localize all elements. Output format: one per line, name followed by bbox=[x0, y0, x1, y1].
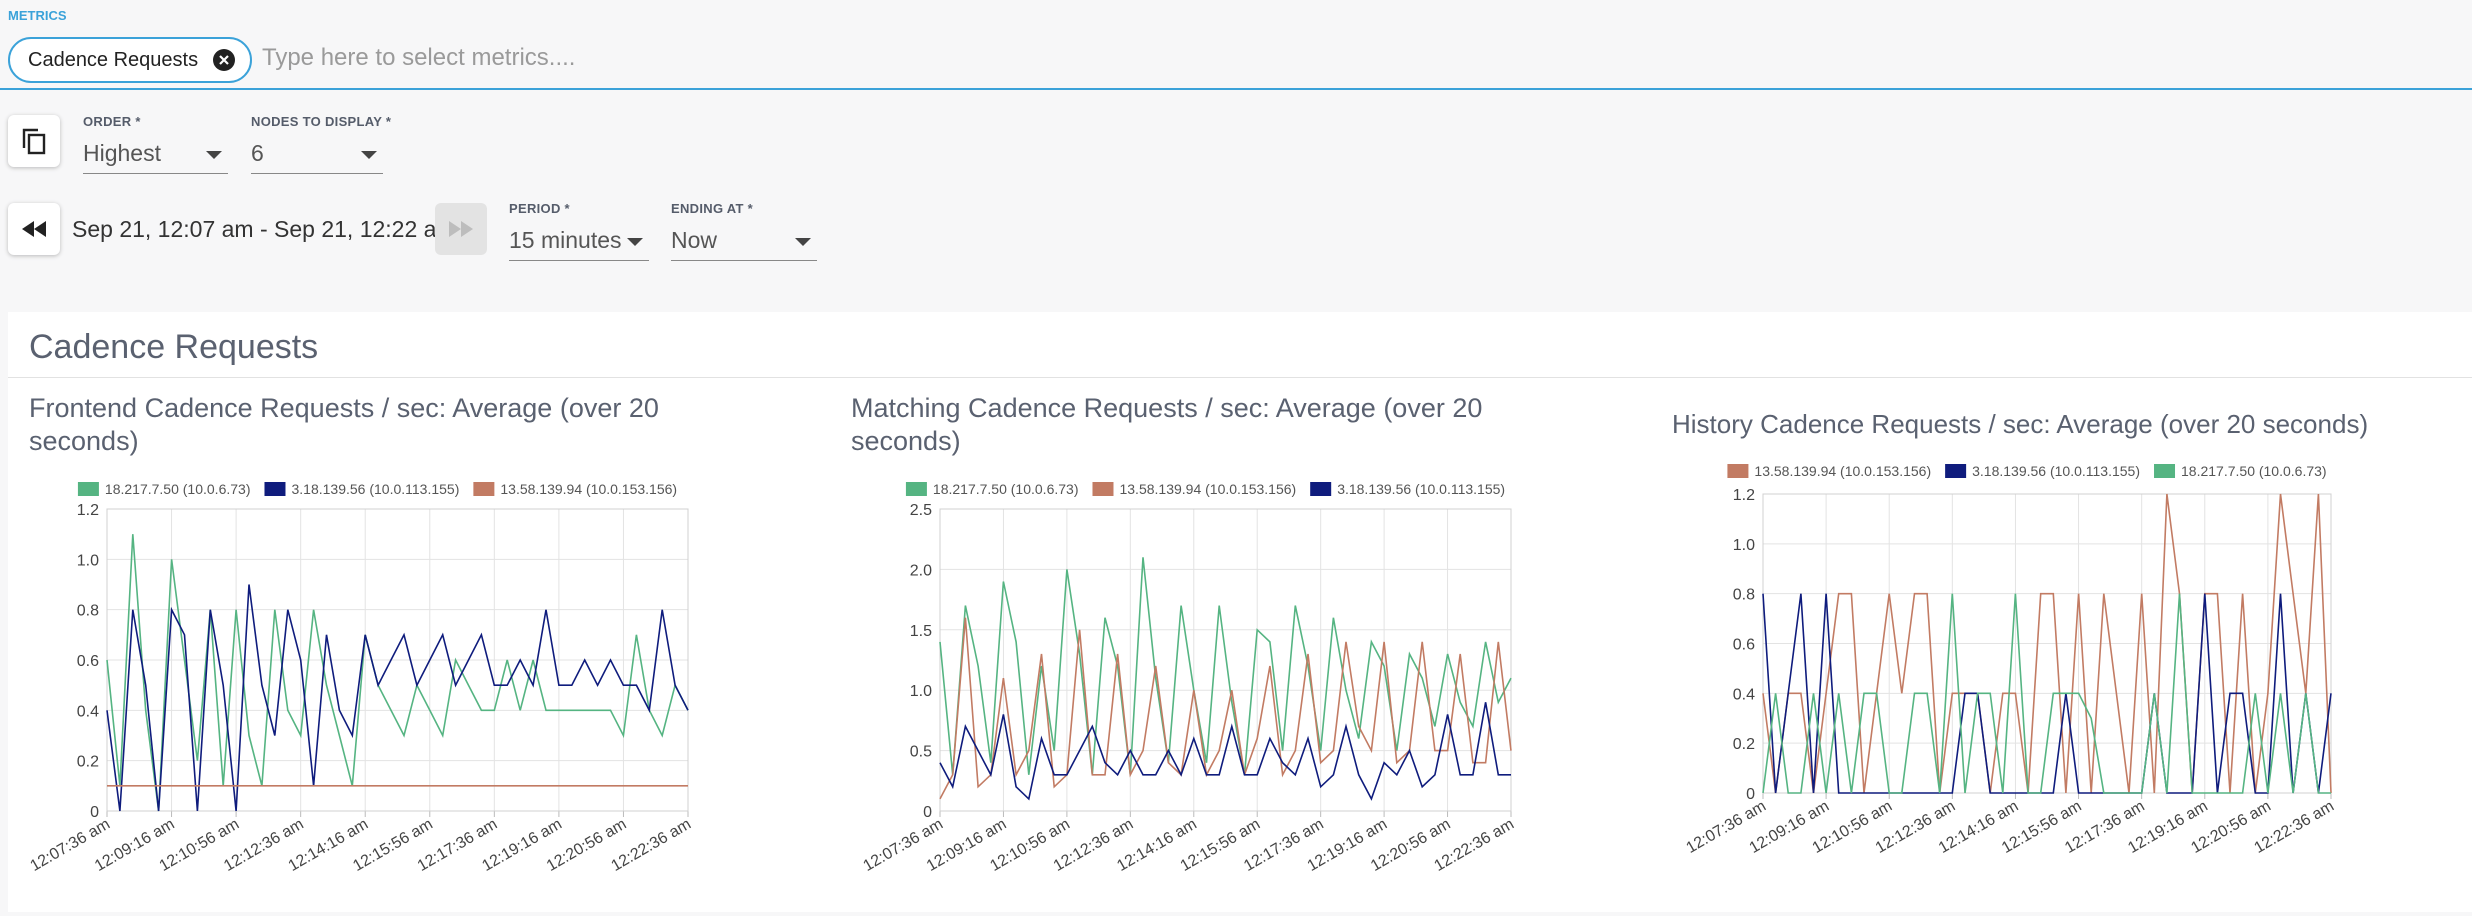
legend-label: 18.217.7.50 (10.0.6.73) bbox=[2181, 463, 2327, 479]
y-tick-label: 0 bbox=[1746, 786, 1755, 803]
legend-label: 18.217.7.50 (10.0.6.73) bbox=[105, 481, 251, 497]
legend-swatch bbox=[1310, 482, 1331, 496]
y-tick-label: 0 bbox=[923, 804, 932, 821]
y-tick-label: 0.5 bbox=[910, 744, 932, 761]
legend-swatch bbox=[264, 482, 285, 496]
legend-label: 13.58.139.94 (10.0.153.156) bbox=[500, 481, 677, 497]
legend-label: 18.217.7.50 (10.0.6.73) bbox=[933, 481, 1079, 497]
y-tick-label: 0.2 bbox=[1733, 736, 1755, 753]
legend-label: 3.18.139.56 (10.0.113.155) bbox=[291, 481, 459, 497]
series-line bbox=[940, 618, 1511, 799]
legend-swatch bbox=[1945, 464, 1966, 478]
y-tick-label: 1.2 bbox=[77, 502, 99, 519]
legend-swatch bbox=[2154, 464, 2175, 478]
legend-label: 3.18.139.56 (10.0.113.155) bbox=[1972, 463, 2140, 479]
y-tick-label: 2.0 bbox=[910, 562, 932, 579]
y-tick-label: 0 bbox=[90, 804, 99, 821]
y-tick-label: 0.4 bbox=[77, 703, 99, 720]
y-tick-label: 0.8 bbox=[1733, 587, 1755, 604]
legend-label: 3.18.139.56 (10.0.113.155) bbox=[1337, 481, 1505, 497]
y-tick-label: 1.0 bbox=[910, 683, 932, 700]
y-tick-label: 0.6 bbox=[1733, 637, 1755, 654]
legend: 18.217.7.50 (10.0.6.73) 3.18.139.56 (10.0… bbox=[78, 481, 677, 497]
legend: 18.217.7.50 (10.0.6.73) 13.58.139.94 (10.… bbox=[906, 481, 1505, 497]
legend-swatch bbox=[906, 482, 927, 496]
legend-label: 13.58.139.94 (10.0.153.156) bbox=[1119, 481, 1296, 497]
y-tick-label: 0.8 bbox=[77, 603, 99, 620]
y-tick-label: 0.6 bbox=[77, 653, 99, 670]
series-line bbox=[107, 585, 688, 812]
y-tick-label: 1.0 bbox=[77, 552, 99, 569]
legend-swatch bbox=[1092, 482, 1113, 496]
y-tick-label: 1.2 bbox=[1733, 487, 1755, 504]
y-tick-label: 0.2 bbox=[77, 754, 99, 771]
y-tick-label: 1.5 bbox=[910, 623, 932, 640]
y-tick-label: 0.4 bbox=[1733, 686, 1755, 703]
legend-swatch bbox=[473, 482, 494, 496]
y-tick-label: 2.5 bbox=[910, 502, 932, 519]
y-tick-label: 1.0 bbox=[1733, 537, 1755, 554]
legend-swatch bbox=[78, 482, 99, 496]
legend: 13.58.139.94 (10.0.153.156) 3.18.139.56 (… bbox=[1727, 463, 2326, 479]
legend-swatch bbox=[1727, 464, 1748, 478]
legend-label: 13.58.139.94 (10.0.153.156) bbox=[1754, 463, 1931, 479]
